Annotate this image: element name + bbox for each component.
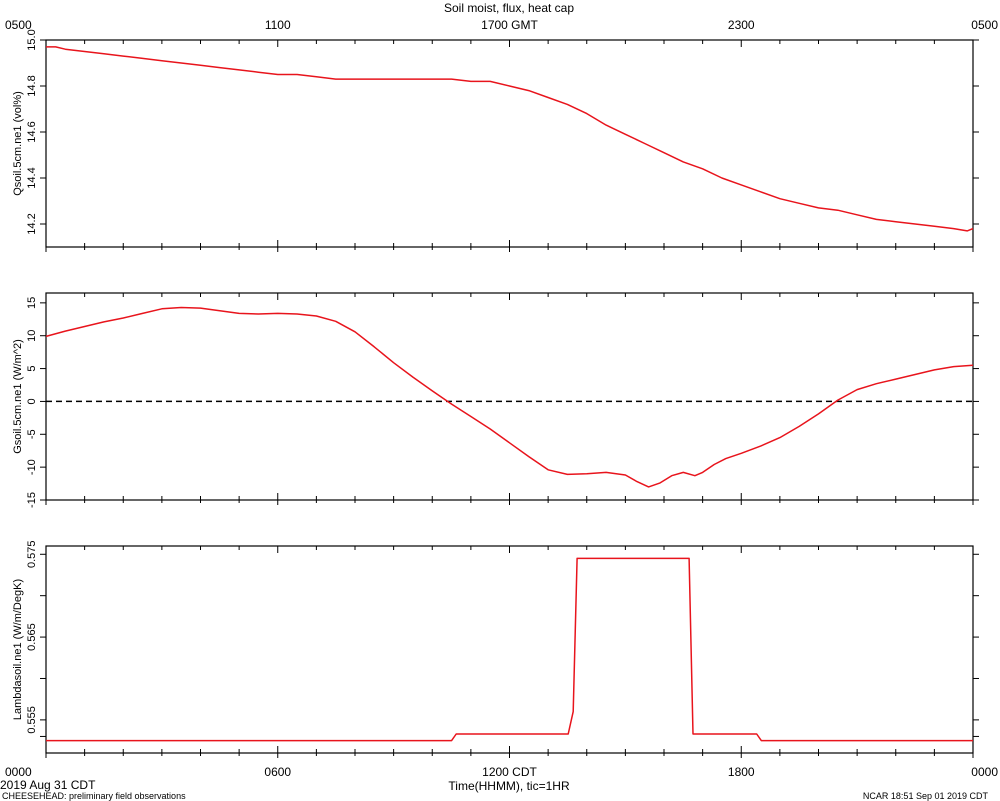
top-axis-tick-label: 0500 <box>5 18 32 32</box>
top-axis-tick-label: 2300 <box>728 18 755 32</box>
y-tick-label-gsoil: -15 <box>26 492 38 508</box>
top-axis-tick-label: 0500 <box>971 18 998 32</box>
panel-frame-gsoil <box>45 292 974 501</box>
bottom-axis-tick-label: 0000 <box>971 765 998 779</box>
top-axis-tick-label: 1100 <box>265 18 291 32</box>
panel-frame-lambdasoil <box>45 545 974 754</box>
bottom-axis-tick-label: 1800 <box>728 765 755 779</box>
y-tick-label-lambdasoil: 0.555 <box>26 706 38 734</box>
y-tick-label-gsoil: 5 <box>26 366 38 372</box>
y-axis-label-qsoil: Qsoil.5cm.ne1 (vol%) <box>12 91 24 196</box>
y-tick-label-qsoil: 14.2 <box>26 213 38 234</box>
series-line-gsoil <box>45 306 974 488</box>
plot-layer: 14.2 14.4 14.6 14.8 15.0 Qsoil.5cm.ne1 (vol%)… <box>5 18 998 793</box>
bottom-axis-tick-label: 0600 <box>264 765 291 779</box>
y-tick-label-qsoil: 14.8 <box>26 75 38 96</box>
y-axis-label-gsoil: Gsoil.5cm.ne1 (W/m^2) <box>12 339 24 454</box>
y-tick-label-gsoil: -10 <box>26 459 38 475</box>
top-axis-tick-label: 1700 GMT <box>481 18 538 32</box>
y-tick-label-gsoil: 0 <box>26 398 38 404</box>
y-axis-label-lambdasoil: Lambdasoil.ne1 (W/m/DegK) <box>12 579 24 720</box>
bottom-axis-tick-label: 0000 <box>5 765 32 779</box>
panel-frame-qsoil <box>45 39 974 248</box>
bottom-axis-tick-label: 1200 CDT <box>482 765 537 779</box>
y-tick-label-lambdasoil: 0.575 <box>26 541 38 569</box>
start-date-label: 2019 Aug 31 CDT <box>0 778 96 792</box>
footer-right-note: NCAR 18:51 Sep 01 2019 CDT <box>862 791 988 801</box>
x-axis-label: Time(HHMM), tic=1HR <box>448 779 570 793</box>
y-tick-label-qsoil: 14.6 <box>26 121 38 142</box>
y-tick-label-gsoil: 15 <box>26 297 38 309</box>
y-tick-label-qsoil: 14.4 <box>26 167 38 188</box>
series-line-qsoil <box>46 46 974 232</box>
y-tick-label-gsoil: -5 <box>26 429 38 439</box>
chart-title: Soil moist, flux, heat cap <box>444 1 574 15</box>
y-tick-label-qsoil: 15.0 <box>26 29 38 50</box>
series-line-lambdasoil <box>46 557 973 742</box>
footer-left-note: CHEESEHEAD: preliminary field observatio… <box>2 791 186 801</box>
y-tick-label-gsoil: 10 <box>26 330 38 342</box>
y-tick-label-lambdasoil: 0.565 <box>26 623 38 651</box>
